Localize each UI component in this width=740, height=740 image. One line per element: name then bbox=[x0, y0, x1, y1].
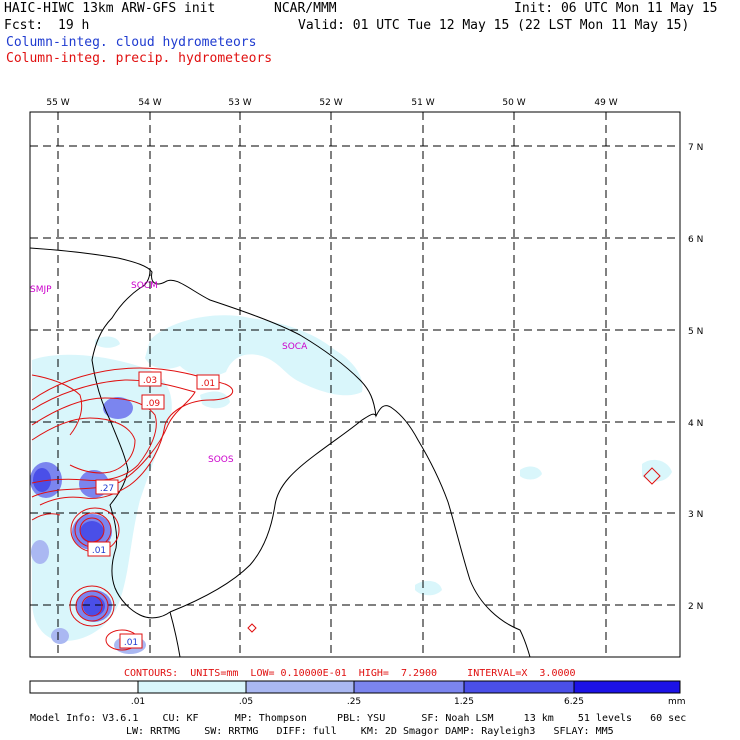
station-label: SOCM bbox=[131, 281, 158, 291]
contour-label: .01 bbox=[201, 379, 215, 389]
coastline bbox=[30, 247, 531, 657]
init-time: Init: 06 UTC Mon 11 May 15 bbox=[514, 1, 718, 16]
colorbar-tick: .05 bbox=[239, 697, 253, 707]
cloud-shade-medium bbox=[51, 628, 69, 644]
cloud-shade-light bbox=[520, 466, 542, 480]
lat-label: 5 N bbox=[688, 327, 703, 337]
cloud-shade-strong bbox=[33, 468, 51, 492]
lat-label: 6 N bbox=[688, 235, 703, 245]
field-precip-label: Column-integ. precip. hydrometeors bbox=[6, 51, 273, 66]
lat-label: 3 N bbox=[688, 510, 703, 520]
lon-label: 54 W bbox=[138, 98, 161, 108]
valid-time: Valid: 01 UTC Tue 12 May 15 (22 LST Mon … bbox=[298, 18, 690, 33]
lat-label: 7 N bbox=[688, 143, 703, 153]
colorbar-tick: 1.25 bbox=[454, 697, 474, 707]
lon-label: 51 W bbox=[411, 98, 434, 108]
cloud-shade-medium bbox=[103, 397, 133, 419]
contour-label: .09 bbox=[146, 399, 161, 409]
field-cloud-label: Column-integ. cloud hydrometeors bbox=[6, 35, 257, 50]
station-label: SOOS bbox=[208, 455, 234, 465]
lon-label: 50 W bbox=[502, 98, 525, 108]
lon-label: 49 W bbox=[594, 98, 617, 108]
station-label: SOCA bbox=[282, 342, 308, 352]
longitude-labels: 55 W 54 W 53 W 52 W 51 W 50 W 49 W bbox=[46, 98, 617, 108]
contour-label-group: .03 .01 .09 .27 .01 .01 bbox=[87, 371, 220, 649]
contour-label: .03 bbox=[143, 376, 157, 386]
colorbar-tick: .25 bbox=[347, 697, 361, 707]
lon-label: 55 W bbox=[46, 98, 69, 108]
colorbar-unit: mm bbox=[668, 697, 686, 707]
organization-label: NCAR/MMM bbox=[274, 1, 337, 16]
cloud-shade-strong bbox=[80, 521, 104, 543]
cloud-shading bbox=[30, 315, 672, 654]
graticule bbox=[30, 112, 680, 657]
latitude-labels: 7 N 6 N 5 N 4 N 3 N 2 N bbox=[688, 143, 703, 612]
plot-title: HAIC-HIWC 13km ARW-GFS init bbox=[4, 1, 216, 16]
station-label: SMJP bbox=[30, 285, 52, 295]
lon-label: 53 W bbox=[228, 98, 251, 108]
cloud-shade-light bbox=[95, 336, 120, 348]
cloud-shade-medium bbox=[31, 540, 49, 564]
lon-label: 52 W bbox=[319, 98, 342, 108]
cloud-shade-light bbox=[415, 580, 442, 596]
cloud-shade-light bbox=[270, 343, 300, 359]
colorbar-tick: .01 bbox=[131, 697, 145, 707]
precip-contours bbox=[31, 367, 661, 651]
contours-info: CONTOURS: UNITS=mm LOW= 0.10000E-01 HIGH… bbox=[124, 668, 576, 679]
contour-label: .01 bbox=[92, 546, 106, 556]
colorbar-tick: 6.25 bbox=[564, 697, 584, 707]
map-frame bbox=[29, 111, 681, 658]
cloud-shade-strong bbox=[83, 596, 105, 616]
cloud-shade-light bbox=[642, 459, 672, 482]
contour-label: .01 bbox=[124, 638, 138, 648]
lat-label: 4 N bbox=[688, 419, 703, 429]
model-info-line-1: Model Info: V3.6.1 CU: KF MP: Thompson P… bbox=[30, 713, 687, 724]
colorbar: .01 .05 .25 1.25 6.25 mm bbox=[29, 680, 686, 707]
forecast-hour: 19 h bbox=[58, 18, 90, 33]
forecast-label: Fcst: bbox=[4, 18, 44, 33]
lat-label: 2 N bbox=[688, 602, 703, 612]
model-info-line-2: LW: RRTMG SW: RRTMG DIFF: full KM: 2D Sm… bbox=[126, 726, 614, 737]
contour-label: .27 bbox=[100, 484, 114, 494]
